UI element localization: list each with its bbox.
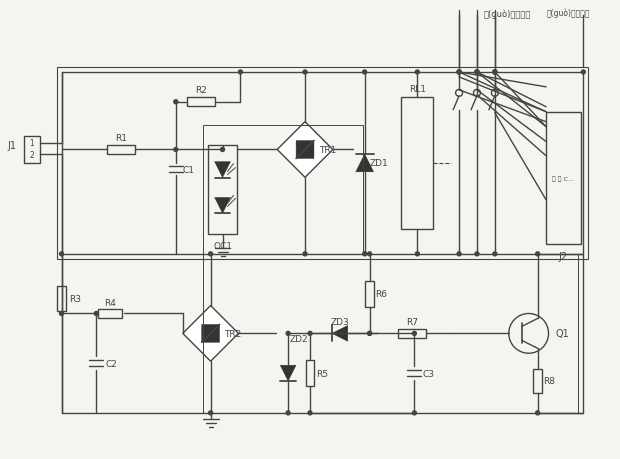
- Polygon shape: [296, 141, 314, 159]
- Text: オ 乙 C…: オ 乙 C…: [552, 176, 575, 181]
- Text: R2: R2: [195, 86, 206, 95]
- Circle shape: [60, 312, 63, 316]
- Circle shape: [368, 332, 371, 336]
- Text: R5: R5: [316, 369, 328, 378]
- Polygon shape: [332, 326, 348, 341]
- Polygon shape: [215, 162, 231, 178]
- Bar: [398, 329, 426, 338]
- Circle shape: [174, 101, 178, 105]
- Circle shape: [412, 332, 417, 336]
- Circle shape: [303, 71, 307, 75]
- Bar: [99, 309, 122, 318]
- Bar: [107, 146, 135, 155]
- Circle shape: [94, 312, 99, 316]
- Circle shape: [174, 148, 178, 152]
- Text: ZD3: ZD3: [330, 317, 349, 326]
- Text: ZD2: ZD2: [290, 334, 309, 343]
- Text: 1: 1: [29, 139, 34, 148]
- Circle shape: [536, 411, 539, 415]
- Text: J2: J2: [559, 251, 568, 261]
- Text: TR1: TR1: [319, 146, 336, 155]
- Text: TR2: TR2: [224, 329, 242, 338]
- Text: Q1: Q1: [556, 329, 569, 339]
- Bar: [365, 281, 374, 307]
- Circle shape: [475, 71, 479, 75]
- Circle shape: [457, 71, 461, 75]
- Text: ZD1: ZD1: [369, 159, 388, 168]
- Polygon shape: [277, 123, 333, 178]
- Text: 過(guò)電壓電器: 過(guò)電壓電器: [547, 9, 590, 18]
- Bar: [546, 112, 581, 244]
- Circle shape: [493, 71, 497, 75]
- Circle shape: [415, 71, 419, 75]
- Circle shape: [239, 71, 242, 75]
- Text: R6: R6: [376, 290, 388, 298]
- Circle shape: [308, 332, 312, 336]
- Text: OC1: OC1: [213, 242, 232, 251]
- Text: C1: C1: [183, 166, 195, 174]
- Polygon shape: [183, 306, 239, 361]
- Circle shape: [221, 148, 224, 152]
- Bar: [203, 254, 578, 413]
- Text: R4: R4: [104, 298, 116, 308]
- Circle shape: [475, 71, 479, 75]
- Circle shape: [363, 252, 366, 256]
- Text: R1: R1: [115, 134, 127, 143]
- Circle shape: [308, 411, 312, 415]
- Circle shape: [208, 252, 213, 256]
- Circle shape: [412, 411, 417, 415]
- Circle shape: [368, 332, 371, 336]
- Bar: [401, 98, 433, 230]
- Circle shape: [457, 71, 461, 75]
- Bar: [306, 360, 314, 386]
- Bar: [24, 136, 40, 164]
- Text: R3: R3: [69, 294, 81, 303]
- Polygon shape: [296, 141, 314, 159]
- Circle shape: [457, 71, 461, 75]
- Bar: [203, 125, 363, 254]
- Circle shape: [60, 252, 63, 256]
- Polygon shape: [202, 325, 219, 342]
- Circle shape: [493, 71, 497, 75]
- Circle shape: [368, 252, 371, 256]
- Bar: [187, 98, 215, 107]
- Circle shape: [415, 252, 419, 256]
- Circle shape: [493, 252, 497, 256]
- Text: R7: R7: [406, 317, 418, 326]
- Circle shape: [363, 71, 366, 75]
- Polygon shape: [215, 198, 231, 214]
- Circle shape: [582, 71, 585, 75]
- Text: C3: C3: [422, 369, 434, 378]
- Polygon shape: [356, 155, 374, 173]
- Circle shape: [536, 252, 539, 256]
- Polygon shape: [280, 365, 296, 381]
- Bar: [208, 145, 237, 235]
- Bar: [533, 369, 542, 392]
- Text: 過(guò)電壓電器: 過(guò)電壓電器: [483, 9, 531, 19]
- Circle shape: [457, 252, 461, 256]
- Bar: [56, 68, 588, 259]
- Text: 2: 2: [29, 151, 34, 160]
- Text: J1: J1: [8, 140, 17, 150]
- Circle shape: [208, 411, 213, 415]
- Text: C2: C2: [105, 359, 117, 368]
- Circle shape: [286, 332, 290, 336]
- Circle shape: [475, 252, 479, 256]
- Circle shape: [303, 252, 307, 256]
- Circle shape: [475, 71, 479, 75]
- Text: R8: R8: [544, 376, 556, 385]
- Circle shape: [493, 71, 497, 75]
- Circle shape: [286, 411, 290, 415]
- Polygon shape: [202, 325, 219, 342]
- Bar: [57, 286, 66, 312]
- Text: RL1: RL1: [409, 85, 426, 94]
